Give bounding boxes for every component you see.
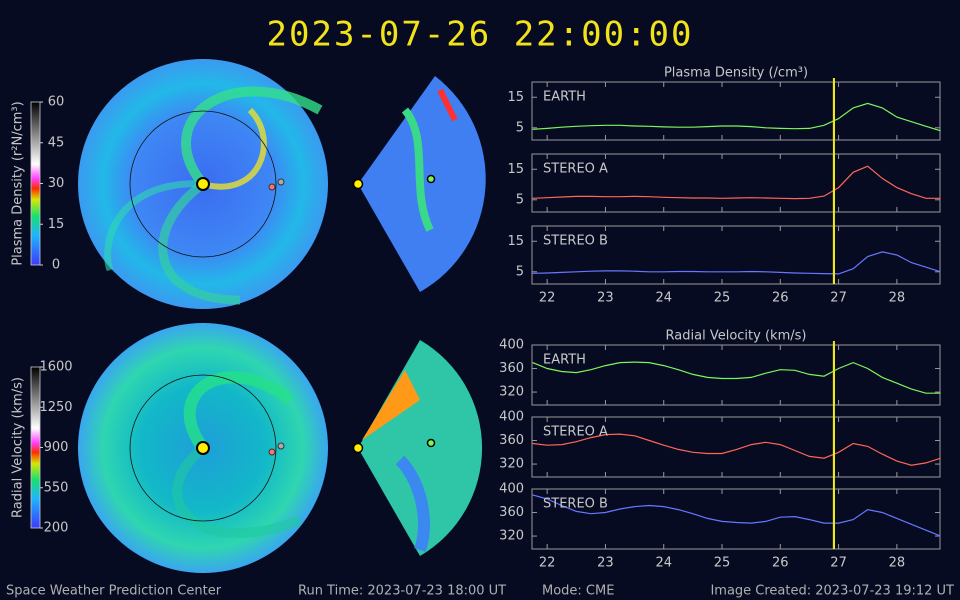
x-tick-label: 22 bbox=[539, 556, 556, 571]
y-tick-label: 15 bbox=[507, 90, 524, 105]
footer-org: Space Weather Prediction Center bbox=[6, 584, 222, 599]
page-title: 2023-07-26 22:00:00 bbox=[267, 15, 694, 55]
colorbar bbox=[30, 366, 41, 529]
colorbar-tick-label: 550 bbox=[44, 480, 69, 495]
series-line bbox=[532, 165, 941, 200]
x-tick-label: 23 bbox=[597, 556, 614, 571]
colorbar-label: Plasma Density (r²N/cm³) bbox=[11, 101, 26, 265]
panel-frame bbox=[531, 488, 941, 550]
x-tick-label: 26 bbox=[772, 291, 789, 306]
velocity-disc bbox=[78, 323, 483, 573]
x-tick-label: 26 bbox=[772, 556, 789, 571]
footer-mode: Mode: CME bbox=[542, 584, 614, 599]
x-tick-label: 23 bbox=[597, 291, 614, 306]
density-disc bbox=[78, 59, 486, 309]
series-label: STEREO A bbox=[543, 162, 608, 177]
colorbar bbox=[30, 101, 41, 266]
x-tick-label: 27 bbox=[830, 291, 847, 306]
y-tick-label: 360 bbox=[499, 505, 524, 520]
panel-frame bbox=[531, 153, 941, 213]
x-tick-label: 25 bbox=[714, 556, 731, 571]
y-tick-label: 400 bbox=[499, 410, 524, 425]
series-label: EARTH bbox=[543, 353, 586, 368]
y-tick-label: 320 bbox=[499, 457, 524, 472]
colorbar-tick-label: 0 bbox=[52, 258, 60, 273]
colorbar-tick-label: 45 bbox=[48, 135, 65, 150]
x-tick-label: 24 bbox=[655, 291, 672, 306]
series-label: STEREO A bbox=[543, 425, 608, 440]
colorbar-tick-label: 900 bbox=[44, 440, 69, 455]
y-tick-label: 320 bbox=[499, 385, 524, 400]
y-tick-label: 360 bbox=[499, 361, 524, 376]
series-line bbox=[532, 494, 941, 537]
y-tick-label: 5 bbox=[516, 120, 524, 135]
y-tick-label: 5 bbox=[516, 264, 524, 279]
y-tick-label: 400 bbox=[499, 338, 524, 353]
series-label: EARTH bbox=[543, 90, 586, 105]
y-tick-label: 320 bbox=[499, 529, 524, 544]
y-tick-label: 400 bbox=[499, 482, 524, 497]
y-tick-label: 15 bbox=[507, 162, 524, 177]
footer-created: Image Created: 2023-07-23 19:12 UT bbox=[710, 584, 954, 599]
x-tick-label: 28 bbox=[889, 556, 906, 571]
x-tick-label: 27 bbox=[830, 556, 847, 571]
colorbar-tick-label: 30 bbox=[48, 176, 65, 191]
panel-title: Plasma Density (/cm³) bbox=[664, 66, 808, 81]
y-tick-label: 5 bbox=[516, 192, 524, 207]
y-tick-label: 15 bbox=[507, 234, 524, 249]
panel-frame bbox=[531, 416, 941, 478]
colorbar-tick-label: 1600 bbox=[39, 360, 72, 375]
x-tick-label: 28 bbox=[889, 291, 906, 306]
x-tick-label: 22 bbox=[539, 291, 556, 306]
x-tick-label: 25 bbox=[714, 291, 731, 306]
series-label: STEREO B bbox=[543, 497, 608, 512]
colorbar-label: Radial Velocity (km/s) bbox=[11, 377, 26, 518]
colorbar-tick-label: 60 bbox=[48, 95, 65, 110]
series-label: STEREO B bbox=[543, 234, 608, 249]
series-line bbox=[532, 251, 941, 275]
x-tick-label: 24 bbox=[655, 556, 672, 571]
colorbar-tick-label: 200 bbox=[44, 521, 69, 536]
colorbar-tick-label: 15 bbox=[48, 217, 65, 232]
panel-frame bbox=[531, 81, 941, 141]
panel-frame bbox=[531, 225, 941, 285]
y-tick-label: 360 bbox=[499, 433, 524, 448]
panel-frame bbox=[531, 344, 941, 406]
panel-title: Radial Velocity (km/s) bbox=[666, 329, 807, 344]
footer-run-time: Run Time: 2023-07-23 18:00 UT bbox=[298, 584, 506, 599]
series-line bbox=[532, 361, 941, 394]
series-line bbox=[532, 102, 941, 132]
series-line bbox=[532, 433, 941, 466]
colorbar-tick-label: 1250 bbox=[39, 400, 72, 415]
